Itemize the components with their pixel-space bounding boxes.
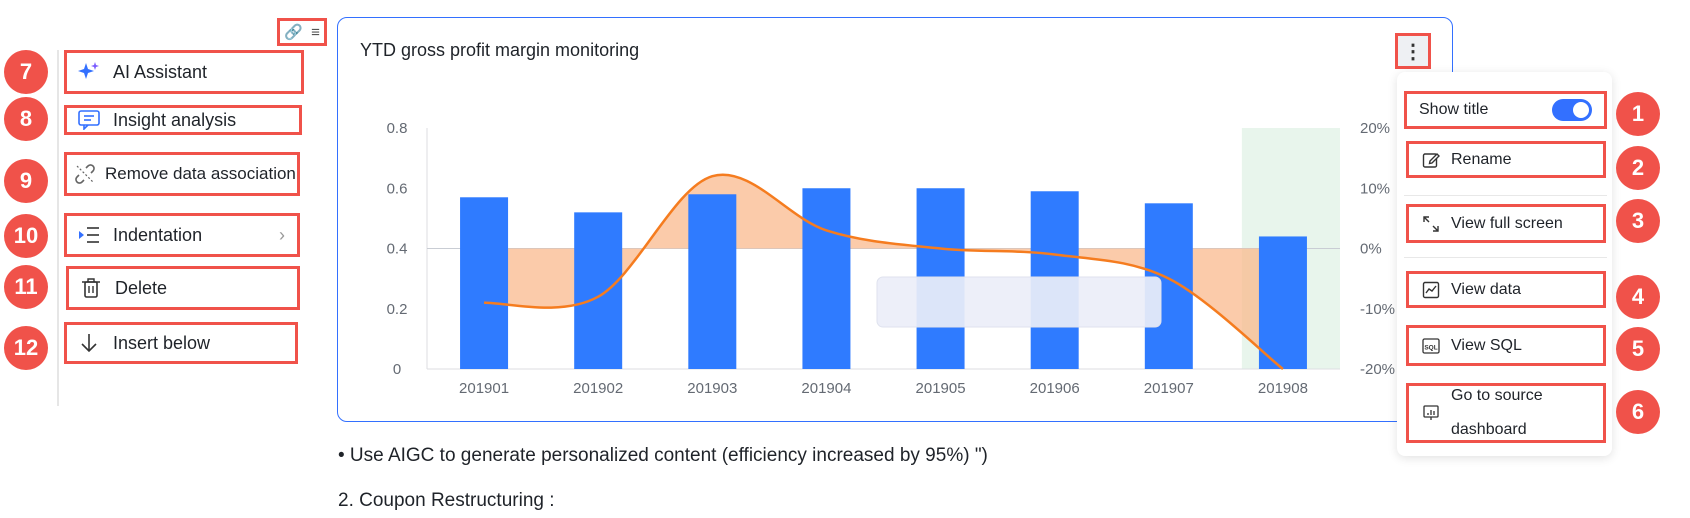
doc-bullet-line: • Use AIGC to generate personalized cont… [338,445,988,466]
arrow-down-icon [77,331,101,355]
show-title-toggle[interactable] [1552,99,1592,121]
dd-label: View data [1451,280,1521,298]
y-left-tick-label: 0.2 [387,301,408,318]
sql-icon: SQL [1421,336,1441,356]
block-handle[interactable]: 🔗 ≡ [277,18,327,46]
dd-label: View full screen [1451,214,1563,232]
view-full-screen-item[interactable]: View full screen [1406,204,1606,243]
bar [802,188,851,369]
x-tick-label: 201901 [459,380,509,397]
annotation-badge: 5 [1616,327,1660,371]
bar [688,194,737,369]
link-icon: 🔗 [284,24,303,41]
bar [574,212,623,369]
blurred-tooltip [876,276,1162,328]
y-right-tick-label: 20% [1360,120,1390,137]
show-title-item[interactable]: Show title [1404,91,1607,129]
x-tick-label: 201904 [801,380,851,397]
delete-item[interactable]: Delete [66,266,300,310]
dd-label: Show title [1419,101,1489,118]
more-options-button[interactable]: ⋮ [1395,33,1431,69]
annotation-badge: 11 [4,265,48,309]
divider [1404,257,1607,258]
bar [1258,236,1307,369]
dd-label: View SQL [1451,336,1522,354]
fullscreen-icon [1421,214,1441,234]
annotation-badge: 9 [4,159,48,203]
bar [460,197,509,369]
more-options-dropdown [1397,72,1612,456]
annotation-badge: 6 [1616,390,1660,434]
menu-label: Indentation [113,224,203,245]
chart-title: YTD gross profit margin monitoring [360,40,640,60]
y-right-tick-label: -10% [1360,301,1395,318]
trend-line [483,173,1284,370]
y-right-tick-label: 0% [1360,241,1382,258]
x-tick-label: 201906 [1030,380,1080,397]
x-tick-label: 201903 [687,380,737,397]
insight-analysis-item[interactable]: Insight analysis [64,105,302,135]
edit-icon [1421,150,1441,170]
x-tick-label: 201902 [573,380,623,397]
line-area-fill [484,174,1283,369]
annotation-badge: 4 [1616,275,1660,319]
rename-item[interactable]: Rename [1406,141,1606,178]
insight-icon [77,108,101,132]
x-tick-label: 201908 [1258,380,1308,397]
dd-label: Go to source dashboard [1451,387,1543,438]
sparkle-icon [77,60,101,84]
view-data-item[interactable]: View data [1406,271,1606,308]
annotation-badge: 2 [1616,146,1660,190]
annotation-badge: 1 [1616,92,1660,136]
menu-label: AI Assistant [113,61,208,82]
drag-menu-icon: ≡ [311,23,320,41]
remove-data-association-item[interactable]: Remove data association [64,152,300,196]
y-left-tick-label: 0 [393,361,401,378]
x-tick-label: 201907 [1144,380,1194,397]
menu-label: Delete [115,277,168,298]
annotation-badge: 10 [4,214,48,258]
left-rail [57,50,59,406]
y-right-tick-label: -20% [1360,361,1395,378]
insert-below-item[interactable]: Insert below [64,322,298,364]
dd-label: Rename [1451,150,1512,168]
annotation-badge: 12 [4,326,48,370]
trash-icon [79,276,103,300]
chart-area: 0 0.2 0.4 0.6 0.8 -20% -10% 0% 10% 20% 201901 20190… [387,120,1395,397]
annotation-badge: 8 [4,97,48,141]
indentation-item[interactable]: Indentation › [64,213,300,257]
menu-label: Insert below [113,332,211,353]
ai-assistant-item[interactable]: AI Assistant [64,50,304,94]
go-to-source-dashboard-item[interactable]: Go to source dashboard [1406,383,1606,443]
view-sql-item[interactable]: SQL View SQL [1406,325,1606,366]
chart-line-icon [1421,280,1441,300]
y-left-tick-label: 0.8 [387,120,408,137]
indent-icon [77,223,101,247]
dashboard-icon [1421,403,1441,423]
y-left-tick-label: 0.4 [387,241,408,258]
doc-heading-line: 2. Coupon Restructuring : [338,490,555,511]
annotation-badge: 7 [4,50,48,94]
menu-label: Insight analysis [113,109,237,130]
y-right-tick-label: 10% [1360,180,1390,197]
unlink-icon [73,162,97,186]
divider [1404,195,1607,196]
y-left-tick-label: 0.6 [387,180,408,197]
svg-text:SQL: SQL [1424,344,1437,351]
annotation-badge: 3 [1616,199,1660,243]
menu-label: Remove data association [105,164,296,183]
x-tick-label: 201905 [916,380,966,397]
chevron-right-icon: › [279,224,285,245]
